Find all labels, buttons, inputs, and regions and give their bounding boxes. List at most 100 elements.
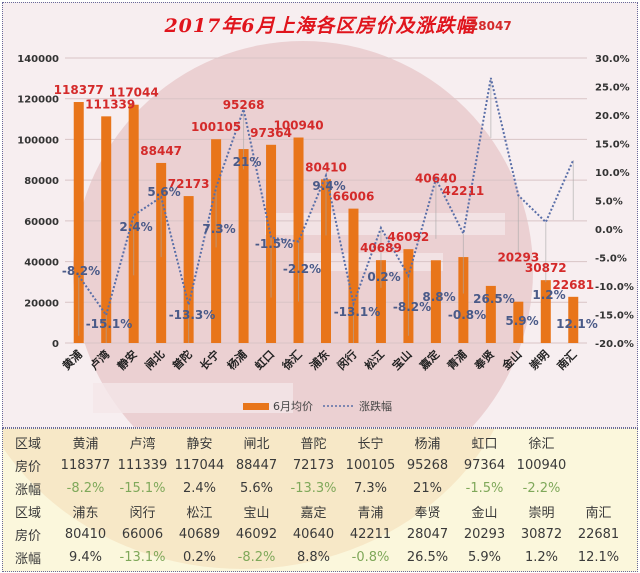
table-cell-price: 100105 <box>345 458 396 473</box>
bar-杨浦 <box>238 149 249 343</box>
change-rate-label: -15.1% <box>86 317 133 331</box>
left-axis-tick: 0 <box>52 339 59 350</box>
table-row: 涨幅 9.4% -13.1% 0.2% -8.2% 8.8% -0.8% 26.5% 5.9% 1… <box>11 546 627 569</box>
category-label: 黄浦 <box>59 347 84 372</box>
bar-南汇 <box>568 296 579 343</box>
bar-value-label: 100105 <box>191 120 241 134</box>
change-rate-label: -8.2% <box>393 300 431 314</box>
table-cell-price: 66006 <box>121 527 164 542</box>
change-rate-label: 5.9% <box>505 314 538 328</box>
bar-value-label: 66006 <box>333 190 375 204</box>
table-cell-change: -1.5% <box>465 481 504 496</box>
table-cell-district: 南汇 <box>585 506 612 521</box>
bar-松江 <box>375 260 386 343</box>
change-rate-label: 8.8% <box>422 290 455 304</box>
district-price-table: 区域 黄浦 卢湾 静安 闸北 普陀 长宁 杨浦 虹口 徐汇 房价 118377 111339 117044… <box>11 431 627 569</box>
table-cell-change: 5.9% <box>467 550 502 565</box>
change-rate-label: 12.1% <box>556 317 598 331</box>
row-header: 涨幅 <box>15 483 42 498</box>
table-cell-district: 闸北 <box>243 437 270 452</box>
bar-value-label: 22681 <box>552 278 594 292</box>
table-cell-price: 30872 <box>520 527 563 542</box>
table-cell-price: 100940 <box>516 458 567 473</box>
bar-浦东 <box>321 179 331 343</box>
change-rate-label: 5.6% <box>147 185 180 199</box>
table-cell-price: 80410 <box>64 527 107 542</box>
category-label: 徐汇 <box>278 347 304 373</box>
bar-金山 <box>513 301 524 343</box>
legend-bar-label: 6月均价 <box>273 400 313 413</box>
table-cell-change: -8.2% <box>66 481 105 496</box>
category-label: 虹口 <box>252 347 277 372</box>
table-cell-district: 金山 <box>471 506 498 521</box>
table-cell-district: 长宁 <box>357 437 384 452</box>
right-axis-tick: -20.0% <box>595 339 634 350</box>
bar-卢湾 <box>101 116 112 343</box>
change-rate-label: 26.5% <box>473 292 515 306</box>
table-cell-change: -13.3% <box>290 481 337 496</box>
left-axis-tick: 80000 <box>24 176 59 187</box>
combo-chart: 0 20000 40000 60000 80000 100000 120000 140000 -… <box>17 19 634 413</box>
table-cell-change: -13.1% <box>119 550 166 565</box>
table-cell-price: 22681 <box>577 527 620 542</box>
bar-value-label: 95268 <box>223 98 265 112</box>
category-label: 南汇 <box>554 347 579 372</box>
table-cell-district: 徐汇 <box>528 437 555 452</box>
bar-value-label: 28047 <box>470 19 512 33</box>
category-label: 金山 <box>498 347 524 373</box>
row-header: 区域 <box>15 506 42 521</box>
change-rate-label: -8.2% <box>62 264 100 278</box>
left-axis-tick: 40000 <box>24 258 59 269</box>
table-cell-price: 72173 <box>292 458 335 473</box>
bar-value-label: 118377 <box>54 83 104 97</box>
legend-line-label: 涨跌幅 <box>359 399 392 413</box>
row-header: 房价 <box>15 460 42 475</box>
table-cell-change: -15.1% <box>119 481 166 496</box>
table-cell-price: 117044 <box>174 458 225 473</box>
bar-青浦 <box>458 257 469 343</box>
bar-value-label: 20293 <box>497 251 539 265</box>
table-cell-change: -8.2% <box>237 550 276 565</box>
table-cell-price: 20293 <box>463 527 506 542</box>
table-cell-price: 42211 <box>349 527 392 542</box>
table-cell-price: 111339 <box>117 458 168 473</box>
left-axis-tick: 100000 <box>17 135 59 146</box>
change-rate-label: -0.8% <box>448 308 486 322</box>
right-axis-tick: -15.0% <box>595 311 634 322</box>
category-label: 浦东 <box>307 347 332 372</box>
change-rate-label: 7.3% <box>202 222 235 236</box>
change-rate-label: -2.2% <box>283 262 321 276</box>
table-cell-price: 46092 <box>235 527 278 542</box>
table-cell-district: 黄浦 <box>72 437 99 452</box>
left-axis-tick: 20000 <box>24 298 59 309</box>
table-cell-district: 卢湾 <box>129 437 156 452</box>
table-cell-price: 88447 <box>235 458 278 473</box>
table-cell-price: 28047 <box>406 527 449 542</box>
change-rate-label: 2.4% <box>119 220 152 234</box>
table-row: 区域 浦东 闵行 松江 宝山 嘉定 青浦 奉贤 金山 崇明 南汇 <box>11 500 627 523</box>
bar-闵行 <box>348 208 359 343</box>
category-label: 青浦 <box>444 347 469 372</box>
left-axis-tick: 120000 <box>17 95 59 106</box>
bar-value-label: 100940 <box>273 119 323 133</box>
bar-value-label: 97364 <box>250 126 292 140</box>
change-rate-line <box>77 77 575 318</box>
table-cell-change: 5.6% <box>239 481 274 496</box>
right-axis-tick: 5.0% <box>595 197 623 208</box>
change-rate-label: 9.4% <box>312 179 345 193</box>
legend-bar-swatch <box>243 403 269 410</box>
bar-value-label: 40689 <box>360 241 402 255</box>
right-axis-tick: -5.0% <box>595 254 627 265</box>
category-label: 静安 <box>114 347 139 372</box>
table-cell-district: 普陀 <box>300 437 327 452</box>
table-cell-change: 7.3% <box>353 481 388 496</box>
row-header: 涨幅 <box>15 552 42 567</box>
category-label: 嘉定 <box>416 347 442 373</box>
table-cell-change: -0.8% <box>351 550 390 565</box>
table-row: 涨幅 -8.2% -15.1% 2.4% 5.6% -13.3% 7.3% 21% -1.5% -… <box>11 477 627 500</box>
table-cell-district: 杨浦 <box>414 437 441 452</box>
table-cell-district: 嘉定 <box>300 506 327 521</box>
table-cell-district: 静安 <box>186 437 213 452</box>
table-cell-price: 40689 <box>178 527 221 542</box>
table-row: 房价 118377 111339 117044 88447 72173 100105 9526… <box>11 454 627 477</box>
